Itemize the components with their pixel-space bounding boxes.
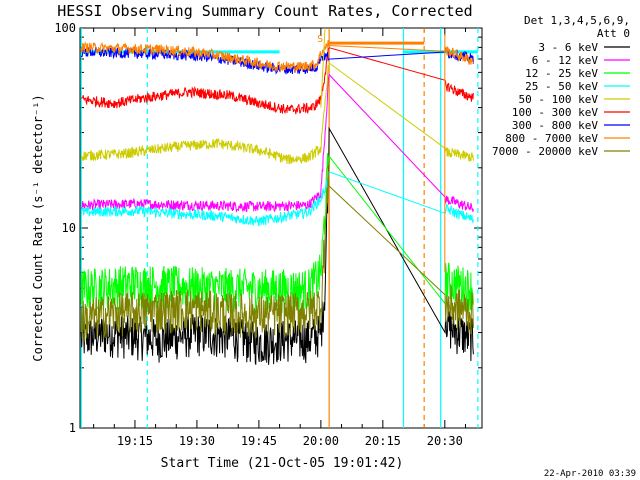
series-group: S [80, 27, 474, 365]
x-tick-label: 19:45 [241, 434, 277, 448]
x-tick-label: 20:30 [427, 434, 463, 448]
series-line-8 [80, 165, 474, 342]
x-tick-label: 19:15 [117, 434, 153, 448]
legend-label: 25 - 50 keV [525, 80, 598, 93]
x-tick-label: 20:00 [303, 434, 339, 448]
footer-date: 22-Apr-2010 03:39 [544, 469, 636, 479]
legend-label: 800 - 7000 keV [505, 132, 598, 145]
plot-frame [79, 27, 483, 429]
legend-label: 300 - 800 keV [512, 119, 598, 132]
series-line-1 [80, 73, 474, 213]
series-line-3 [80, 171, 474, 227]
legend-header: Att 0 [597, 27, 630, 40]
legend-header: Det 1,3,4,5,6,9, [524, 14, 630, 27]
chart-title: HESSI Observing Summary Count Rates, Cor… [57, 2, 472, 20]
legend-label: 12 - 25 keV [525, 67, 598, 80]
series-line-7 [80, 39, 474, 73]
y-axis-label: Corrected Count Rate (s⁻¹ detector⁻¹) [31, 94, 45, 361]
series-line-5 [81, 47, 474, 115]
legend-label: 50 - 100 keV [519, 93, 599, 106]
x-tick-label: 19:30 [179, 434, 215, 448]
legend-label: 6 - 12 keV [532, 54, 599, 67]
rise-line [320, 27, 326, 108]
annotation-s: S [317, 34, 323, 45]
y-tick-label: 1 [69, 421, 76, 435]
x-tick-label: 20:15 [365, 434, 401, 448]
series-line-2 [80, 152, 474, 315]
legend-label: 7000 - 20000 keV [492, 145, 598, 158]
x-axis-label: Start Time (21-Oct-05 19:01:42) [161, 456, 404, 471]
markers [80, 28, 479, 428]
axes: 1 10 100 19:15 19:30 19:45 20:00 20:15 20:30 [54, 21, 483, 448]
series-line-0 [80, 126, 474, 365]
legend-label: 3 - 6 keV [538, 41, 598, 54]
y-tick-label: 10 [62, 221, 76, 235]
series-line-4 [80, 62, 474, 165]
y-tick-label: 100 [54, 21, 76, 35]
legend-label: 100 - 300 keV [512, 106, 598, 119]
